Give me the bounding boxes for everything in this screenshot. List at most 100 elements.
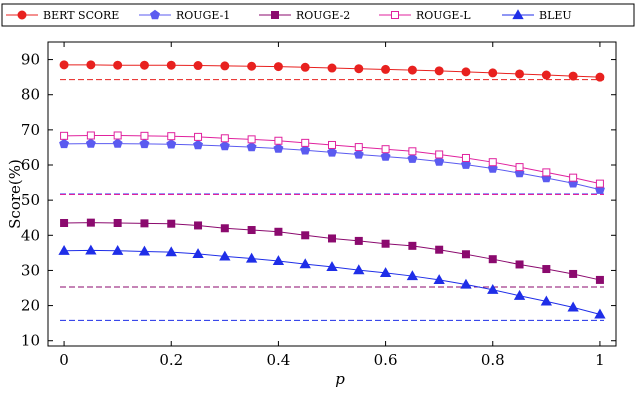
data-point-rouge-2-20 [595, 275, 604, 284]
data-point-rouge-1-0 [59, 138, 70, 149]
data-point-rouge-l-13 [408, 147, 417, 156]
data-point-bert-score-0 [59, 60, 69, 70]
data-point-bert-score-18 [541, 70, 551, 80]
series-layer [58, 60, 606, 319]
data-point-bleu-18 [540, 295, 553, 306]
data-point-bleu-5 [192, 248, 204, 259]
y-tick-label: 40 [21, 226, 40, 244]
data-point-rouge-2-4 [167, 219, 176, 228]
data-point-rouge-l-17 [515, 163, 524, 172]
legend-box [1, 3, 635, 27]
data-point-rouge-1-13 [407, 153, 418, 163]
data-point-rouge-l-0 [60, 131, 69, 140]
data-point-rouge-2-3 [140, 219, 149, 228]
data-point-rouge-l-11 [354, 143, 363, 152]
data-point-rouge-2-0 [60, 218, 69, 227]
data-point-rouge-2-5 [194, 221, 203, 230]
data-point-rouge-l-2 [113, 131, 122, 140]
data-point-bleu-12 [379, 267, 392, 277]
y-tick-label: 70 [21, 121, 40, 139]
y-axis: 10 20 30 40 50 60 70 80 90 [21, 51, 616, 350]
x-tick-label: 0.6 [374, 351, 398, 369]
data-point-bleu-16 [487, 283, 499, 294]
data-point-rouge-2-9 [301, 231, 310, 240]
data-point-bleu-17 [513, 289, 526, 300]
data-point-rouge-2-7 [247, 226, 256, 235]
y-tick-label: 80 [21, 86, 40, 104]
data-point-rouge-2-13 [408, 241, 417, 250]
data-point-bert-score-15 [461, 67, 471, 77]
x-tick-label: 0 [59, 351, 69, 369]
x-tick-label: 0.2 [159, 351, 183, 369]
data-point-bleu-6 [219, 250, 231, 261]
legend-marker-bert-score [17, 10, 27, 20]
data-point-rouge-1-5 [193, 139, 203, 150]
data-point-rouge-1-4 [166, 139, 177, 149]
data-point-rouge-1-9 [300, 145, 311, 155]
data-point-rouge-l-1 [86, 131, 95, 140]
y-tick-label: 20 [21, 297, 40, 315]
y-tick-label: 30 [21, 261, 40, 279]
data-point-rouge-1-11 [353, 149, 364, 159]
data-point-rouge-1-10 [327, 147, 337, 157]
data-point-rouge-2-10 [328, 234, 336, 243]
data-point-bert-score-17 [515, 69, 525, 79]
data-point-rouge-l-16 [488, 158, 497, 167]
data-point-bert-score-4 [166, 60, 176, 70]
data-point-rouge-2-11 [354, 236, 363, 245]
data-point-bleu-3 [138, 245, 151, 256]
legend-item-bert-score: BERT SCORE [6, 9, 119, 22]
legend-marker-rouge-l [391, 11, 399, 19]
legend-marker-rouge-2 [271, 11, 279, 19]
data-point-rouge-1-7 [246, 141, 257, 152]
data-point-bleu-1 [85, 244, 97, 255]
data-point-rouge-l-3 [140, 131, 149, 140]
data-point-rouge-2-2 [113, 218, 122, 227]
data-point-rouge-1-14 [434, 156, 445, 166]
data-point-rouge-1-3 [139, 138, 150, 149]
data-point-rouge-2-19 [569, 269, 578, 278]
data-point-bert-score-6 [220, 61, 230, 71]
data-point-bleu-2 [111, 244, 124, 255]
data-point-rouge-2-14 [435, 245, 444, 254]
data-point-rouge-2-12 [381, 239, 390, 248]
data-point-bert-score-14 [434, 66, 444, 76]
data-point-rouge-l-15 [461, 153, 470, 162]
data-point-bleu-4 [165, 246, 177, 257]
data-point-rouge-l-5 [194, 132, 203, 141]
y-tick-label: 60 [21, 156, 40, 174]
data-point-rouge-2-16 [488, 255, 497, 264]
series-rouge-l [60, 131, 604, 188]
data-point-rouge-l-14 [435, 150, 444, 159]
data-point-rouge-l-9 [301, 138, 310, 147]
data-point-rouge-1-15 [461, 159, 471, 169]
data-point-bert-score-20 [595, 72, 605, 82]
legend-item-bleu: BLEU [502, 9, 572, 22]
data-point-bleu-19 [567, 301, 579, 312]
data-point-rouge-2-15 [461, 250, 470, 259]
data-point-bleu-15 [460, 278, 472, 289]
x-tick-label: 1 [595, 351, 605, 369]
data-point-rouge-2-6 [220, 224, 229, 233]
plot-frame [47, 41, 617, 347]
data-point-rouge-2-1 [86, 218, 95, 227]
data-point-rouge-2-18 [542, 265, 551, 274]
data-point-bleu-14 [433, 274, 445, 285]
data-point-bleu-9 [299, 258, 311, 269]
data-point-bert-score-13 [407, 65, 417, 75]
data-point-bleu-0 [58, 244, 70, 255]
data-point-bleu-20 [594, 308, 606, 319]
data-point-rouge-l-12 [381, 145, 390, 154]
y-axis-label: Score(%) [6, 159, 24, 229]
data-point-rouge-l-8 [274, 136, 283, 145]
data-point-bert-score-1 [86, 60, 96, 70]
data-point-bert-score-8 [273, 62, 283, 72]
series-bleu [58, 244, 606, 319]
legend-label: ROUGE-1 [176, 9, 230, 22]
data-point-rouge-l-20 [595, 179, 604, 188]
legend-item-rouge-1: ROUGE-1 [139, 9, 230, 22]
x-tick-label: 0.8 [481, 351, 505, 369]
legend-item-rouge-2: ROUGE-2 [259, 9, 350, 22]
